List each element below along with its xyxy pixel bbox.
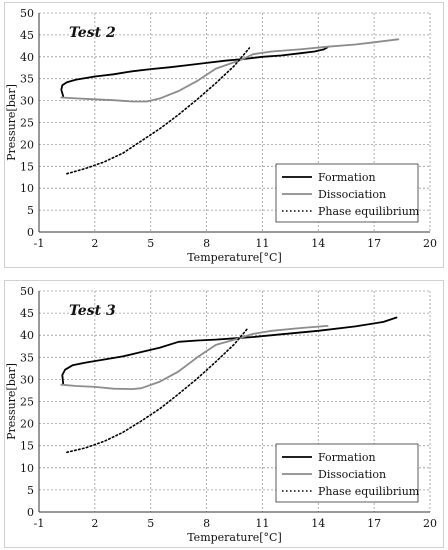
y-tick-label: 10	[20, 182, 34, 195]
x-tick-label: 2	[91, 237, 98, 250]
grid	[39, 290, 431, 512]
legend-label-dissociation: Dissociation	[318, 188, 386, 201]
x-tick-label: 5	[147, 237, 154, 250]
y-tick-label: 15	[20, 160, 34, 173]
legend-label-formation: Formation	[318, 171, 376, 184]
y-tick-label: 45	[20, 29, 34, 42]
y-axis-label: Pressure[bar]	[5, 84, 18, 161]
x-tick-label: 17	[367, 517, 381, 530]
y-tick-label: 25	[20, 117, 34, 130]
legend-label-phase-equilibrium: Phase equilibrium	[318, 485, 420, 498]
x-tick-label: 20	[423, 517, 437, 530]
x-axis-label: Temperature[°C]	[187, 251, 282, 264]
x-tick-label: 8	[203, 237, 210, 250]
y-tick-label: 15	[20, 440, 34, 453]
y-tick-label: 50	[20, 7, 34, 20]
y-tick-label: 45	[20, 307, 34, 320]
y-axis-label: Pressure[bar]	[5, 363, 18, 440]
x-tick-label: 2	[91, 517, 98, 530]
y-tick-label: 20	[20, 418, 34, 431]
x-tick-label: 20	[423, 237, 437, 250]
legend-label-formation: Formation	[318, 451, 376, 464]
y-tick-label: 5	[27, 484, 34, 497]
x-tick-label: 17	[367, 237, 381, 250]
x-tick-label: 8	[203, 517, 210, 530]
legend-box	[275, 163, 419, 223]
legend: Formation Dissociation Phase equilibrium	[275, 443, 420, 503]
x-tick-label: 14	[311, 237, 325, 250]
y-tick-label: 0	[27, 506, 34, 519]
chart-title: Test 3	[69, 303, 116, 319]
series-line-formation	[60, 46, 329, 98]
legend-label-phase-equilibrium: Phase equilibrium	[318, 205, 420, 218]
series-line-dissociation	[60, 325, 329, 390]
legend-label-dissociation: Dissociation	[318, 468, 386, 481]
y-tick-label: 40	[20, 329, 34, 342]
x-tick-label: -1	[34, 237, 45, 250]
x-tick-label: 11	[255, 517, 269, 530]
x-tick-label: 14	[311, 517, 325, 530]
y-tick-label: 0	[27, 226, 34, 239]
y-tick-label: 50	[20, 285, 34, 298]
series-line-phase-equilibrium	[66, 327, 249, 454]
y-tick-label: 5	[27, 204, 34, 217]
chart-title: Test 2	[69, 25, 116, 41]
y-tick-label: 30	[20, 95, 34, 108]
series-line-formation	[61, 316, 398, 385]
chart-panel-test-3: 0 5 10 15 20 25 30 35 40 45 50 -1 2 5 8 11 14 17 20 Tempera…	[4, 280, 444, 548]
chart-panel-test-2: 0 5 10 15 20 25 30 35 40 45 50 -1 2 5 8 11 14 17 20 Tempera…	[4, 2, 444, 268]
y-tick-label: 40	[20, 51, 34, 64]
x-tick-label: 11	[255, 237, 269, 250]
y-tick-label: 25	[20, 396, 34, 409]
legend-box	[275, 443, 419, 503]
y-tick-label: 30	[20, 373, 34, 386]
y-tick-label: 10	[20, 462, 34, 475]
series-line-phase-equilibrium	[66, 47, 251, 175]
x-tick-label: 5	[147, 517, 154, 530]
x-axis-label: Temperature[°C]	[187, 531, 282, 544]
series-line-dissociation	[60, 38, 400, 103]
y-tick-label: 35	[20, 351, 34, 364]
y-tick-label: 35	[20, 73, 34, 86]
y-tick-label: 20	[20, 138, 34, 151]
legend: Formation Dissociation Phase equilibrium	[275, 163, 420, 223]
x-tick-label: -1	[34, 517, 45, 530]
